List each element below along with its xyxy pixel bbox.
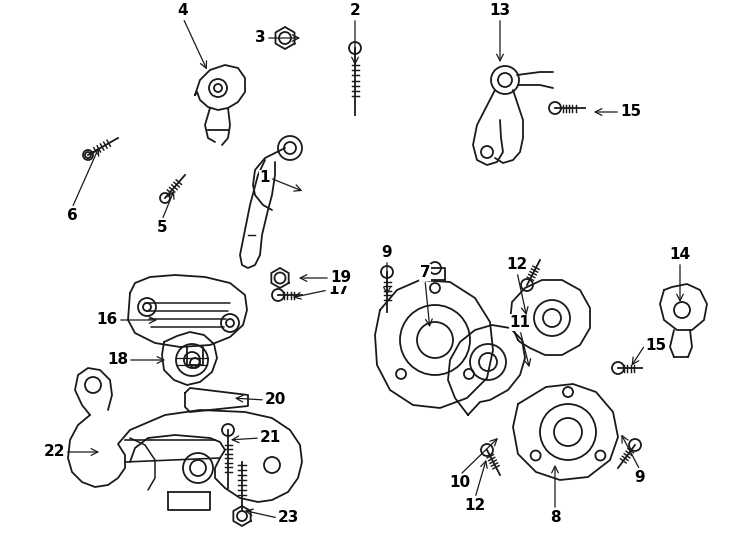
Text: 6: 6 [67, 208, 77, 223]
Text: 21: 21 [260, 430, 281, 445]
Text: 15: 15 [645, 338, 666, 353]
Text: 5: 5 [156, 220, 167, 235]
Text: 16: 16 [97, 313, 118, 327]
Text: 10: 10 [449, 475, 470, 490]
Text: 2: 2 [349, 3, 360, 18]
Text: 22: 22 [43, 444, 65, 460]
Text: 14: 14 [669, 247, 691, 262]
Text: 18: 18 [107, 353, 128, 368]
Text: 23: 23 [278, 510, 299, 525]
Text: 20: 20 [265, 393, 286, 408]
Text: 11: 11 [509, 315, 531, 330]
Text: 7: 7 [420, 265, 430, 280]
Text: 13: 13 [490, 3, 511, 18]
Text: 1: 1 [260, 171, 270, 186]
Text: 3: 3 [255, 30, 266, 45]
Text: 8: 8 [550, 510, 560, 525]
Text: 12: 12 [465, 498, 486, 513]
Text: 12: 12 [506, 257, 528, 272]
Text: 17: 17 [328, 282, 349, 298]
Text: 4: 4 [178, 3, 189, 18]
Text: 19: 19 [330, 271, 351, 286]
Text: 9: 9 [635, 470, 645, 485]
Text: 9: 9 [382, 245, 392, 260]
Text: 15: 15 [620, 105, 641, 119]
